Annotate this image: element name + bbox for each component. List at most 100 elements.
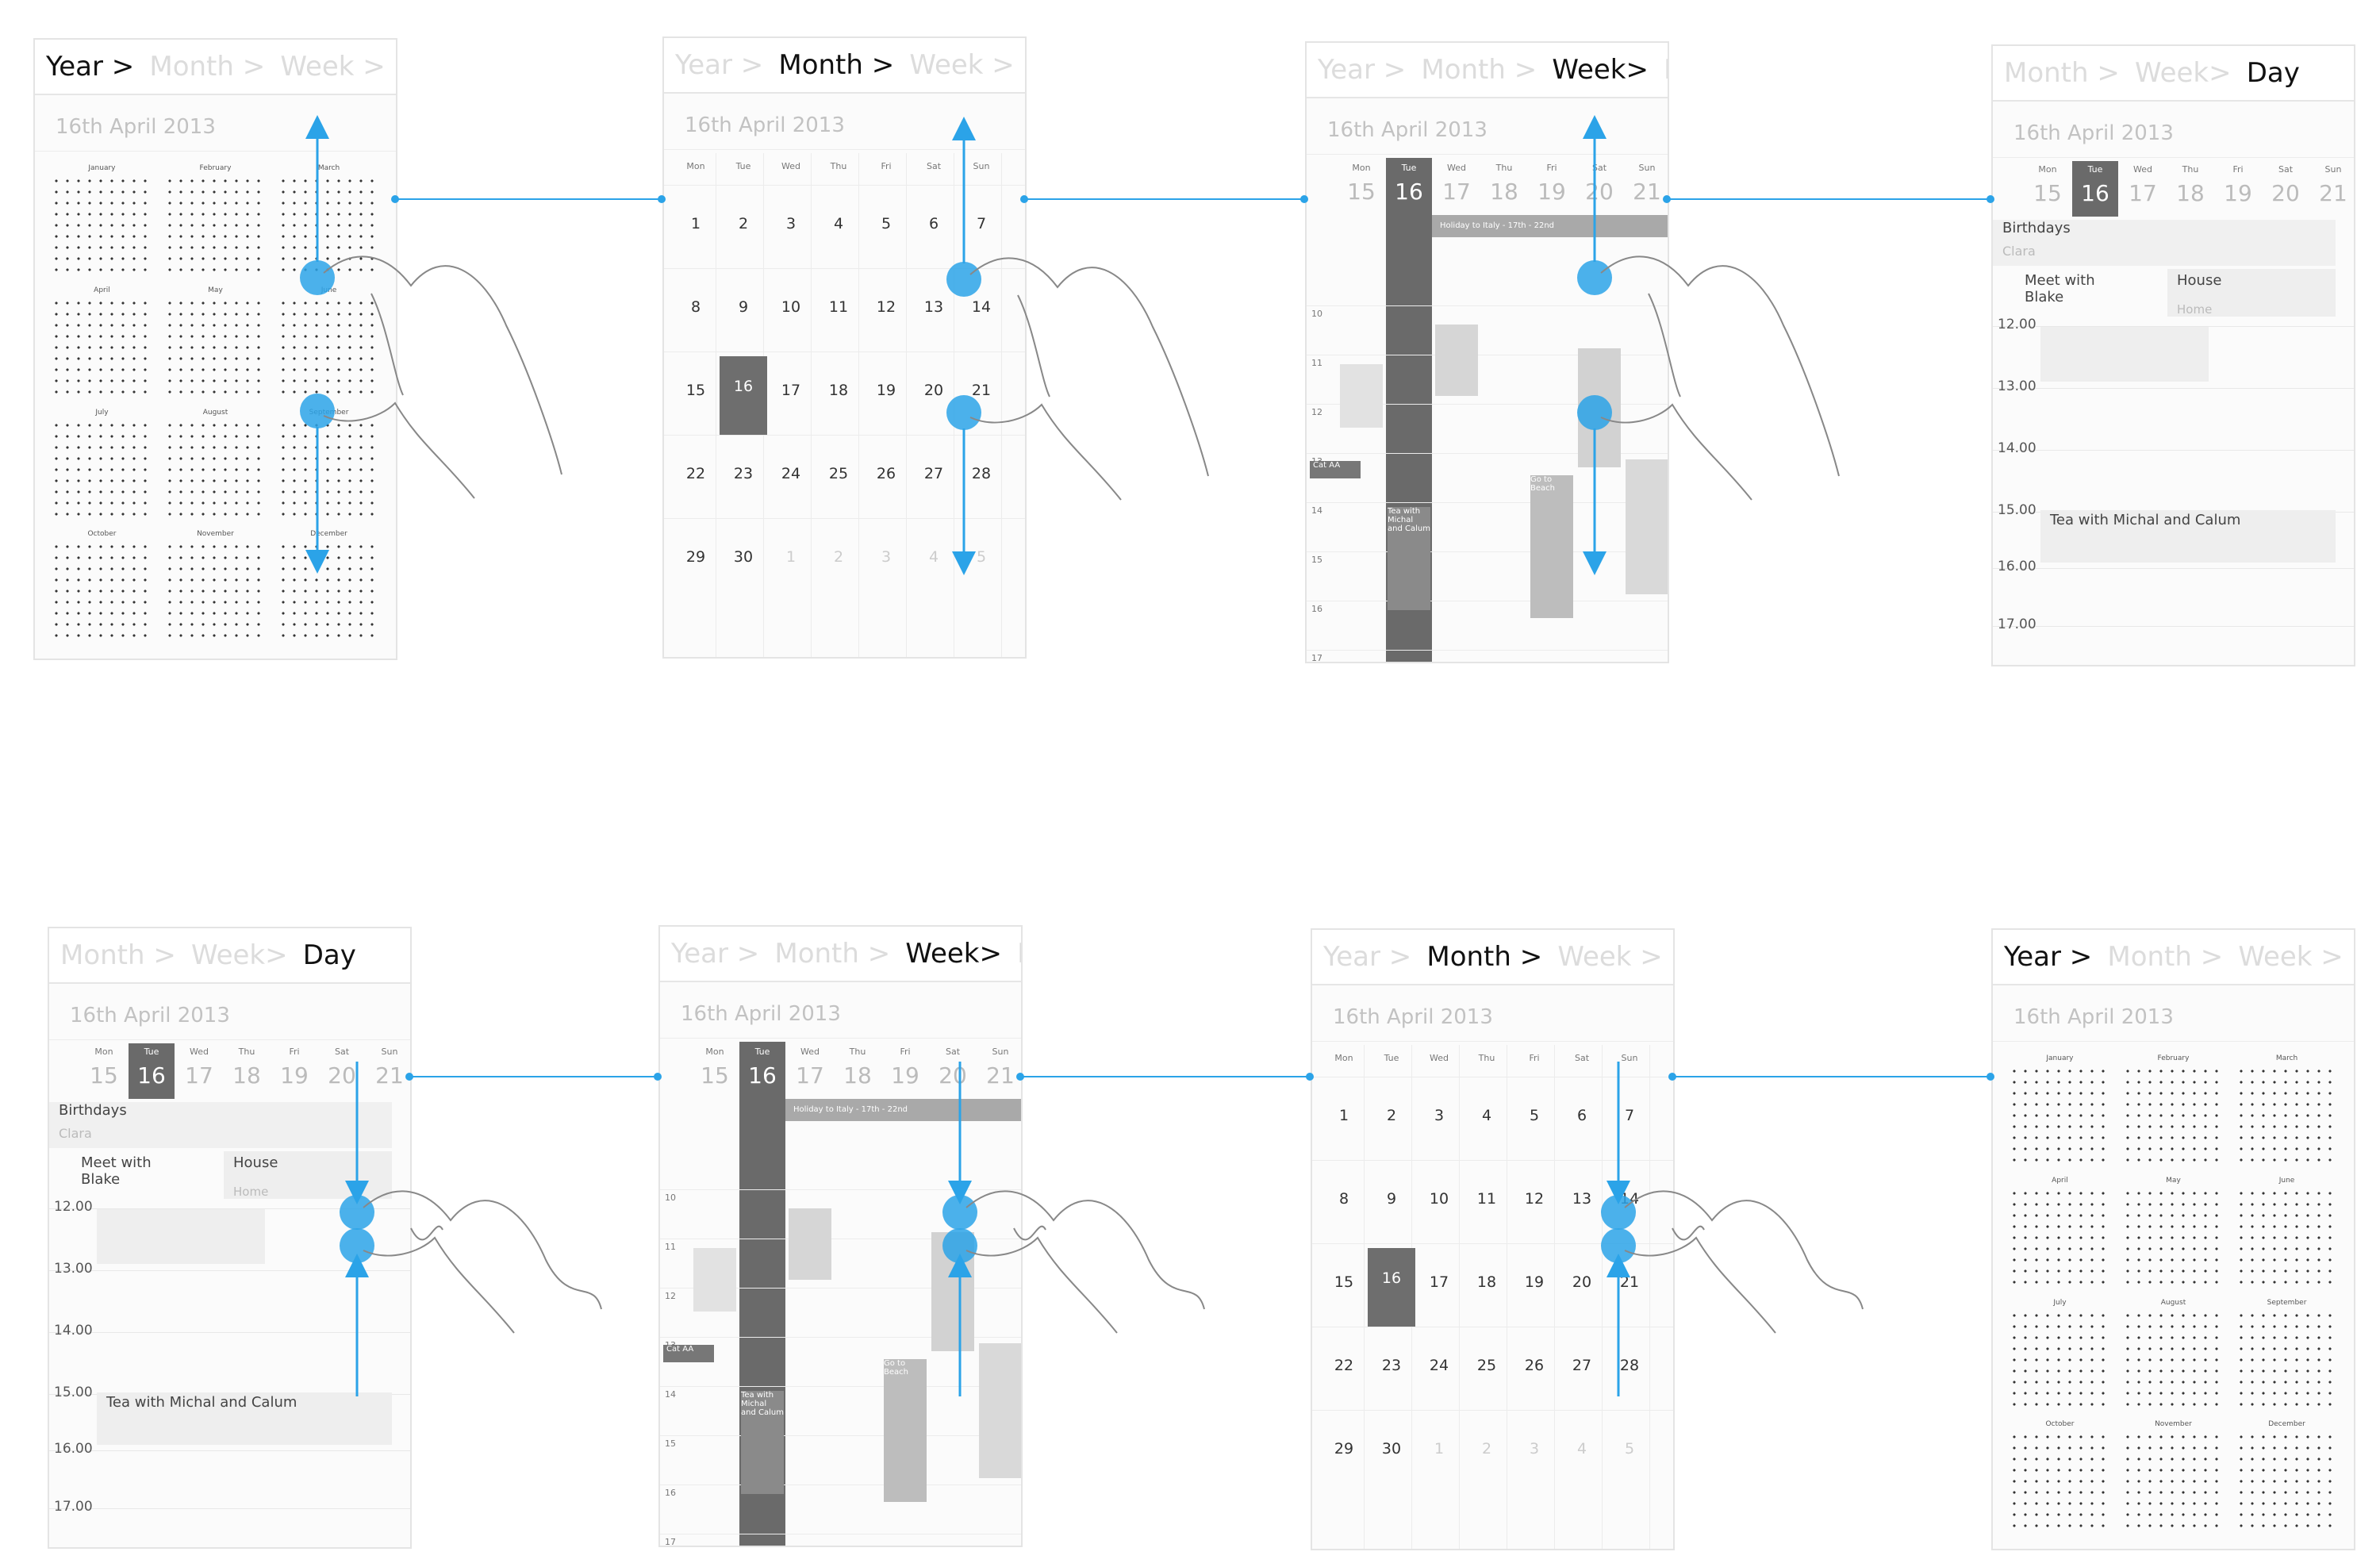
hour-label: 14.00 xyxy=(54,1323,93,1338)
grid-line xyxy=(1312,1160,1673,1161)
hour-line xyxy=(1993,450,2354,451)
weekday-number: 18 xyxy=(232,1062,261,1089)
crumb-day[interactable]: Day xyxy=(2246,57,2300,89)
crumb-week[interactable]: Week> xyxy=(190,939,288,971)
grid-line xyxy=(1554,1045,1555,1549)
crumb-month[interactable]: Month > xyxy=(1421,54,1537,86)
weekday-number: 18 xyxy=(843,1062,872,1089)
grid-line xyxy=(660,1337,1021,1338)
month-day: 24 xyxy=(1429,1357,1449,1374)
grid-line xyxy=(1459,1045,1460,1549)
weekday-number: 15 xyxy=(701,1062,729,1089)
event-beach: Go to Beach xyxy=(1530,475,1573,618)
month-name: March xyxy=(2275,1054,2298,1062)
month-day: 28 xyxy=(971,465,992,482)
event-cat: Cat AA xyxy=(1310,461,1361,478)
month-day: 6 xyxy=(1576,1107,1587,1124)
mini-month: May xyxy=(159,285,271,402)
grid-line xyxy=(1307,502,1668,503)
month-name: July xyxy=(2053,1298,2067,1307)
weekday-header: Mon xyxy=(686,161,705,171)
month-name: August xyxy=(2160,1298,2186,1307)
crumb-week[interactable]: Week> xyxy=(2134,57,2232,89)
hour-line xyxy=(1993,568,2354,569)
crumb-year[interactable]: Year > xyxy=(2004,941,2093,973)
month-name: August xyxy=(202,408,228,417)
event-block xyxy=(1626,459,1668,594)
crumb-year[interactable]: Year > xyxy=(671,938,760,970)
month-day: 3 xyxy=(881,548,892,566)
crumb-year[interactable]: Year > xyxy=(1323,941,1412,973)
month-days xyxy=(2236,1431,2338,1533)
crumb-month[interactable]: Month > xyxy=(2004,57,2120,89)
month-day: 24 xyxy=(781,465,801,482)
date-label: 16th April 2013 xyxy=(56,115,216,139)
grid-line xyxy=(1307,404,1668,405)
crumb-day[interactable]: Da xyxy=(1006,927,1021,981)
date-header: 16th April 2013 xyxy=(660,990,1021,1039)
month-day: 30 xyxy=(733,548,754,566)
crumb-year[interactable]: Year > xyxy=(46,51,135,83)
month-days xyxy=(278,297,380,399)
weekday-number: 16 xyxy=(748,1062,777,1089)
crumb-week[interactable]: Week > D xyxy=(280,51,396,83)
panel-year-top: Year > Month > Week > D 16th April 2013 … xyxy=(33,38,397,660)
weekday-header: Sun xyxy=(1621,1053,1638,1063)
month-name: December xyxy=(2268,1420,2305,1429)
hour-label: 16 xyxy=(1311,604,1322,614)
crumb-day[interactable]: Da xyxy=(1653,43,1668,97)
year-grid: January February March April May June July Augu… xyxy=(46,163,385,651)
crumb-week[interactable]: Week > D xyxy=(909,49,1025,81)
crumb-week[interactable]: Week > D xyxy=(1557,941,1673,973)
grid-line xyxy=(1649,1045,1650,1549)
birthday-name: Clara xyxy=(59,1126,92,1141)
month-day: 25 xyxy=(1476,1357,1497,1374)
crumb-week[interactable]: Week > D xyxy=(2238,941,2354,973)
connector-arrow xyxy=(1668,1073,1994,1081)
crumb-day[interactable]: Day xyxy=(302,939,356,971)
day-grid: Mon 15 Tue 16 Wed 17 Thu 18 Fri 19 Sat 20 Sun 21 Birth… xyxy=(1993,161,2354,665)
hour-line xyxy=(1993,388,2354,389)
month-day: 21 xyxy=(971,382,992,399)
weekday-header: Sat xyxy=(926,161,942,171)
crumb-week[interactable]: Week> xyxy=(1552,54,1649,86)
crumb-month[interactable]: Month > xyxy=(778,49,895,81)
hour-label: 17 xyxy=(665,1537,676,1547)
weekday-header: Wed xyxy=(190,1047,209,1057)
weekday-number: 21 xyxy=(986,1062,1015,1089)
crumb-month[interactable]: Month > xyxy=(149,51,266,83)
grid-line xyxy=(660,1435,1021,1436)
month-name: October xyxy=(2045,1420,2075,1429)
crumb-month[interactable]: Month > xyxy=(1426,941,1543,973)
month-name: March xyxy=(317,164,340,172)
grid-line xyxy=(664,351,1025,352)
month-day: 3 xyxy=(1529,1440,1540,1458)
crumb-year[interactable]: Year > xyxy=(1318,54,1407,86)
month-days xyxy=(51,175,153,277)
month-days xyxy=(51,419,153,521)
crumb-month[interactable]: Month > xyxy=(60,939,176,971)
month-days xyxy=(2009,1066,2111,1167)
weekday-header: Fri xyxy=(900,1047,911,1057)
weekday-header: Sat xyxy=(1574,1053,1590,1063)
month-day: 5 xyxy=(881,215,892,232)
month-day: 19 xyxy=(1524,1273,1545,1291)
week-grid: Mon 15 Tue 16 Wed 17 Thu 18 Fri 19 Sat 20 Sun 21 Holid… xyxy=(1307,158,1668,662)
month-day: 2 xyxy=(833,548,844,566)
touch-point-icon xyxy=(300,394,335,428)
crumb-year[interactable]: Year > xyxy=(675,49,764,81)
crumb-week[interactable]: Week> xyxy=(905,938,1002,970)
mini-month: July xyxy=(46,407,158,524)
crumb-month[interactable]: Month > xyxy=(2107,941,2224,973)
hour-label: 15 xyxy=(665,1438,676,1449)
breadcrumb: Year > Month > Week> Da xyxy=(660,927,1021,982)
weekday-number: 16 xyxy=(1395,179,1423,205)
mini-month: February xyxy=(2117,1053,2229,1170)
month-day: 27 xyxy=(1572,1357,1592,1374)
date-header: 16th April 2013 xyxy=(35,103,396,152)
hour-label: 12.00 xyxy=(54,1199,93,1215)
weekday-number: 17 xyxy=(2129,180,2157,206)
grid-line xyxy=(664,435,1025,436)
crumb-month[interactable]: Month > xyxy=(774,938,891,970)
